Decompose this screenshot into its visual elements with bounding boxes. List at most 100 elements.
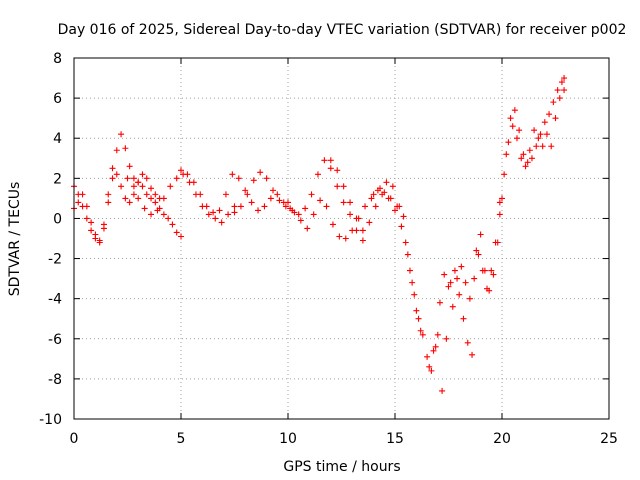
data-point bbox=[261, 203, 267, 209]
data-point bbox=[439, 388, 445, 394]
data-point bbox=[114, 147, 120, 153]
data-point bbox=[512, 107, 518, 113]
y-tick-label: -8 bbox=[48, 372, 62, 388]
series-track-2 bbox=[71, 171, 163, 243]
data-point bbox=[75, 199, 81, 205]
data-point bbox=[458, 264, 464, 270]
data-point bbox=[407, 268, 413, 274]
data-point bbox=[510, 123, 516, 129]
data-point bbox=[110, 175, 116, 181]
data-point bbox=[152, 191, 158, 197]
data-point bbox=[503, 151, 509, 157]
data-point bbox=[268, 195, 274, 201]
y-tick-label: 2 bbox=[53, 171, 62, 187]
data-point bbox=[127, 163, 133, 169]
data-point bbox=[88, 227, 94, 233]
data-point bbox=[161, 211, 167, 217]
data-point bbox=[229, 171, 235, 177]
data-point bbox=[452, 268, 458, 274]
data-point bbox=[540, 143, 546, 149]
data-point bbox=[383, 179, 389, 185]
data-point bbox=[304, 225, 310, 231]
data-point bbox=[542, 119, 548, 125]
data-point bbox=[463, 280, 469, 286]
series-track-9 bbox=[424, 211, 503, 373]
data-point bbox=[178, 233, 184, 239]
data-point bbox=[225, 211, 231, 217]
data-point bbox=[251, 177, 257, 183]
data-point bbox=[131, 191, 137, 197]
data-point bbox=[398, 223, 404, 229]
data-point bbox=[454, 276, 460, 282]
data-point bbox=[555, 87, 561, 93]
data-point bbox=[122, 145, 128, 151]
data-point bbox=[118, 183, 124, 189]
data-point bbox=[334, 167, 340, 173]
data-point bbox=[105, 199, 111, 205]
x-tick-label: 15 bbox=[386, 431, 404, 447]
data-point bbox=[152, 199, 158, 205]
x-tick-label: 5 bbox=[177, 431, 186, 447]
data-point bbox=[204, 203, 210, 209]
data-point bbox=[249, 199, 255, 205]
data-point bbox=[334, 183, 340, 189]
x-tick-label: 10 bbox=[279, 431, 297, 447]
data-point bbox=[118, 131, 124, 137]
data-point bbox=[443, 336, 449, 342]
data-point bbox=[125, 175, 131, 181]
data-point bbox=[197, 191, 203, 197]
data-point bbox=[84, 215, 90, 221]
data-point bbox=[174, 175, 180, 181]
data-point bbox=[80, 191, 86, 197]
data-point bbox=[328, 165, 334, 171]
axis-ticks bbox=[74, 58, 609, 419]
data-point bbox=[347, 211, 353, 217]
data-point bbox=[131, 183, 137, 189]
y-tick-label: -4 bbox=[48, 292, 62, 308]
grid bbox=[74, 58, 609, 419]
x-axis-title: GPS time / hours bbox=[283, 459, 400, 475]
data-point bbox=[135, 195, 141, 201]
series-track-7 bbox=[328, 157, 424, 333]
data-point bbox=[105, 191, 111, 197]
data-point bbox=[315, 171, 321, 177]
data-point bbox=[131, 175, 137, 181]
data-point bbox=[469, 352, 475, 358]
data-point bbox=[548, 143, 554, 149]
data-point bbox=[497, 211, 503, 217]
data-point bbox=[505, 139, 511, 145]
data-point bbox=[169, 221, 175, 227]
chart-title: Day 016 of 2025, Sidereal Day-to-day VTE… bbox=[58, 22, 627, 38]
y-tick-label: -6 bbox=[48, 332, 62, 348]
data-point bbox=[174, 229, 180, 235]
data-point bbox=[255, 207, 261, 213]
data-point bbox=[309, 191, 315, 197]
data-point bbox=[311, 211, 317, 217]
data-point bbox=[148, 185, 154, 191]
data-point bbox=[360, 238, 366, 244]
data-point bbox=[236, 175, 242, 181]
data-point bbox=[435, 332, 441, 338]
data-point bbox=[139, 183, 145, 189]
data-point bbox=[148, 211, 154, 217]
data-point bbox=[529, 155, 535, 161]
data-point bbox=[321, 157, 327, 163]
data-point bbox=[223, 191, 229, 197]
data-point bbox=[561, 87, 567, 93]
data-point bbox=[232, 203, 238, 209]
data-point bbox=[390, 183, 396, 189]
data-point bbox=[122, 195, 128, 201]
data-point bbox=[450, 304, 456, 310]
data-point bbox=[161, 195, 167, 201]
y-tick-label: -10 bbox=[39, 412, 62, 428]
data-point bbox=[362, 203, 368, 209]
data-point bbox=[101, 221, 107, 227]
data-point bbox=[341, 199, 347, 205]
data-points bbox=[71, 75, 567, 394]
data-point bbox=[264, 175, 270, 181]
y-tick-label: 0 bbox=[53, 211, 62, 227]
data-point bbox=[343, 236, 349, 242]
data-point bbox=[212, 215, 218, 221]
data-point bbox=[366, 219, 372, 225]
data-point bbox=[360, 227, 366, 233]
